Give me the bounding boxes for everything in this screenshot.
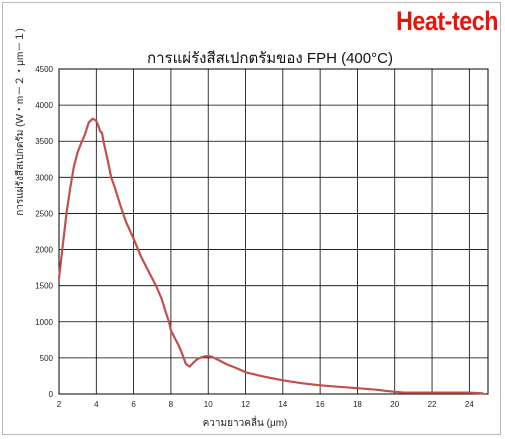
x-tick-label: 2 xyxy=(57,400,62,409)
chart-title: การแผ่รังสีสเปกตรัมของ FPH (400°C) xyxy=(147,50,393,67)
y-tick-label: 3000 xyxy=(35,173,53,182)
chart-frame xyxy=(2,2,501,435)
y-tick-label: 2500 xyxy=(35,209,53,218)
x-tick-label: 14 xyxy=(278,400,287,409)
x-tick-label: 22 xyxy=(428,400,437,409)
y-tick-label: 0 xyxy=(49,390,54,399)
x-tick-label: 6 xyxy=(131,400,136,409)
x-tick-label: 12 xyxy=(241,400,250,409)
y-tick-label: 1000 xyxy=(35,318,53,327)
x-tick-label: 10 xyxy=(204,400,213,409)
y-tick-label: 2000 xyxy=(35,246,53,255)
x-tick-label: 4 xyxy=(94,400,99,409)
y-tick-label: 3500 xyxy=(35,137,53,146)
series-line xyxy=(57,117,484,395)
plot-area xyxy=(58,68,489,395)
x-tick-label: 8 xyxy=(169,400,174,409)
x-tick-label: 18 xyxy=(353,400,362,409)
y-tick-label: 4500 xyxy=(35,65,53,74)
x-axis-label: ความยาวคลื่น (μm) xyxy=(202,418,288,429)
x-tick-label: 20 xyxy=(390,400,399,409)
x-tick-label: 16 xyxy=(316,400,325,409)
y-tick-label: 4000 xyxy=(35,101,53,110)
y-tick-label: 1500 xyxy=(35,282,53,291)
x-tick-label: 24 xyxy=(465,400,474,409)
y-tick-label: 500 xyxy=(40,354,54,363)
brand-logo: Heat-tech xyxy=(396,6,498,36)
